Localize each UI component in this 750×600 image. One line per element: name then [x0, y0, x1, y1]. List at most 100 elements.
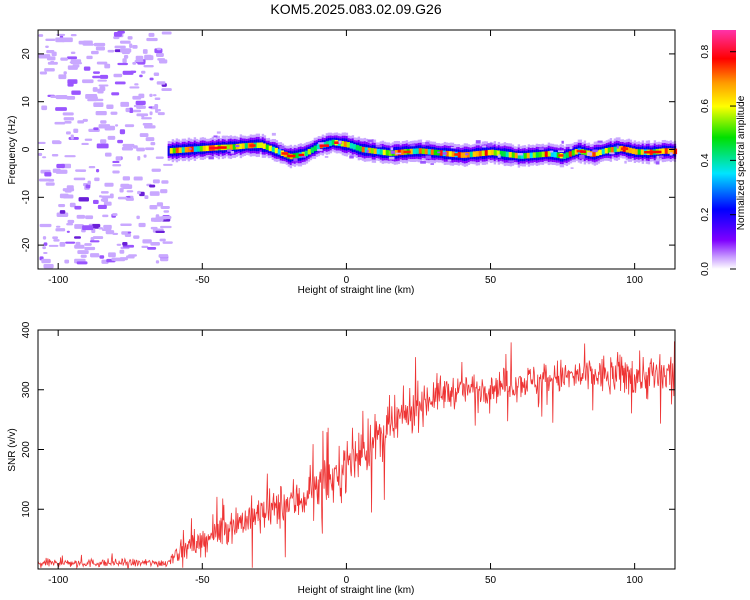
- noise-speckle: [149, 111, 153, 116]
- signal-outlier: [376, 145, 382, 148]
- signal-peak: [644, 150, 655, 154]
- spectrogram-y-ticks: -20 -10 0 10 20: [21, 48, 675, 252]
- signal-outlier: [338, 140, 342, 144]
- noise-speckle: [148, 106, 153, 109]
- noise-speckle: [149, 205, 158, 210]
- signal-core-cell: [640, 149, 645, 155]
- signal-core-cell: [472, 151, 477, 157]
- noise-speckle: [155, 214, 160, 219]
- signal-core-cell: [550, 151, 555, 157]
- signal-core-cell: [634, 149, 639, 155]
- noise-speckle: [135, 100, 146, 105]
- noise-speckle: [129, 43, 133, 49]
- noise-speckle: [111, 92, 120, 96]
- noise-speckle: [101, 195, 111, 199]
- noise-speckle: [161, 180, 169, 184]
- snr-y-tick-label: 400: [21, 321, 32, 338]
- noise-speckle: [117, 62, 128, 66]
- signal-peak: [209, 146, 219, 150]
- noise-speckle: [128, 107, 133, 112]
- signal-peak: [580, 150, 587, 153]
- noise-speckle: [148, 32, 155, 37]
- noise-speckle: [112, 232, 119, 235]
- signal-core-cell: [352, 144, 357, 150]
- noise-speckle: [84, 243, 92, 246]
- noise-speckle: [98, 195, 103, 198]
- snr-series-line: [37, 341, 676, 570]
- noise-speckle: [71, 90, 81, 95]
- signal-outlier: [430, 163, 434, 165]
- noise-speckle: [160, 225, 172, 229]
- signal-core-cell: [373, 148, 378, 154]
- noise-speckle: [99, 255, 105, 259]
- signal-outlier: [367, 139, 374, 142]
- noise-speckle: [92, 223, 101, 229]
- signal-core-cell: [340, 141, 345, 147]
- noise-speckle: [88, 165, 96, 169]
- noise-speckle: [119, 188, 124, 193]
- noise-speckle: [56, 163, 65, 169]
- noise-speckle: [85, 184, 91, 189]
- noise-speckle: [154, 97, 161, 101]
- noise-speckle: [73, 128, 79, 134]
- snr-x-tick-label: 50: [485, 575, 497, 586]
- noise-speckle: [92, 75, 105, 79]
- noise-speckle: [113, 73, 123, 78]
- noise-speckle: [156, 47, 162, 51]
- signal-peak: [217, 146, 227, 149]
- noise-speckle: [96, 168, 100, 173]
- noise-speckle: [163, 163, 173, 166]
- signal-core-cell: [274, 147, 279, 154]
- signal-track: [167, 131, 678, 169]
- noise-speckle: [100, 191, 109, 194]
- noise-speckle: [67, 219, 75, 224]
- signal-core-cell: [418, 148, 423, 154]
- noise-speckle: [47, 61, 58, 65]
- colorbar-gradient: [712, 30, 736, 269]
- signal-core-cell: [595, 150, 600, 156]
- noise-speckle: [137, 155, 141, 161]
- signal-outlier: [318, 142, 324, 145]
- signal-outlier: [230, 150, 235, 154]
- noise-speckle: [122, 176, 131, 181]
- noise-speckle: [70, 51, 76, 55]
- noise-speckle: [126, 190, 134, 193]
- noise-speckle: [104, 63, 111, 69]
- signal-core-cell: [562, 153, 567, 159]
- signal-core-cell: [433, 149, 438, 156]
- signal-outlier: [587, 152, 592, 156]
- signal-outlier: [659, 155, 664, 158]
- noise-speckle: [155, 260, 160, 264]
- noise-speckle: [103, 224, 112, 230]
- noise-speckle: [117, 139, 124, 144]
- noise-speckle: [86, 55, 93, 60]
- signal-core-cell: [430, 149, 435, 155]
- signal-core-cell: [367, 147, 372, 154]
- signal-peak: [287, 154, 296, 158]
- signal-core-cell: [193, 146, 198, 152]
- noise-speckle: [107, 135, 116, 140]
- noise-speckle: [109, 193, 114, 199]
- noise-speckle: [103, 201, 112, 206]
- signal-core-cell: [490, 149, 495, 156]
- noise-speckle: [95, 46, 105, 51]
- spectrogram-x-tick-label: 100: [626, 275, 643, 286]
- signal-core-cell: [499, 150, 504, 157]
- signal-core-cell: [496, 150, 501, 156]
- signal-core-cell: [343, 141, 348, 148]
- noise-speckle: [42, 246, 46, 250]
- noise-speckle: [58, 203, 66, 208]
- noise-speckle: [112, 160, 120, 164]
- noise-speckle: [45, 38, 56, 42]
- signal-core-cell: [505, 151, 510, 158]
- noise-speckle: [41, 105, 48, 111]
- signal-core-cell: [481, 150, 486, 156]
- noise-speckle: [98, 227, 104, 230]
- signal-core-cell: [460, 152, 465, 158]
- noise-speckle: [138, 222, 146, 228]
- noise-speckle: [64, 155, 76, 158]
- noise-speckle: [74, 236, 81, 239]
- signal-core-cell: [601, 148, 606, 155]
- signal-core-cell: [466, 151, 471, 158]
